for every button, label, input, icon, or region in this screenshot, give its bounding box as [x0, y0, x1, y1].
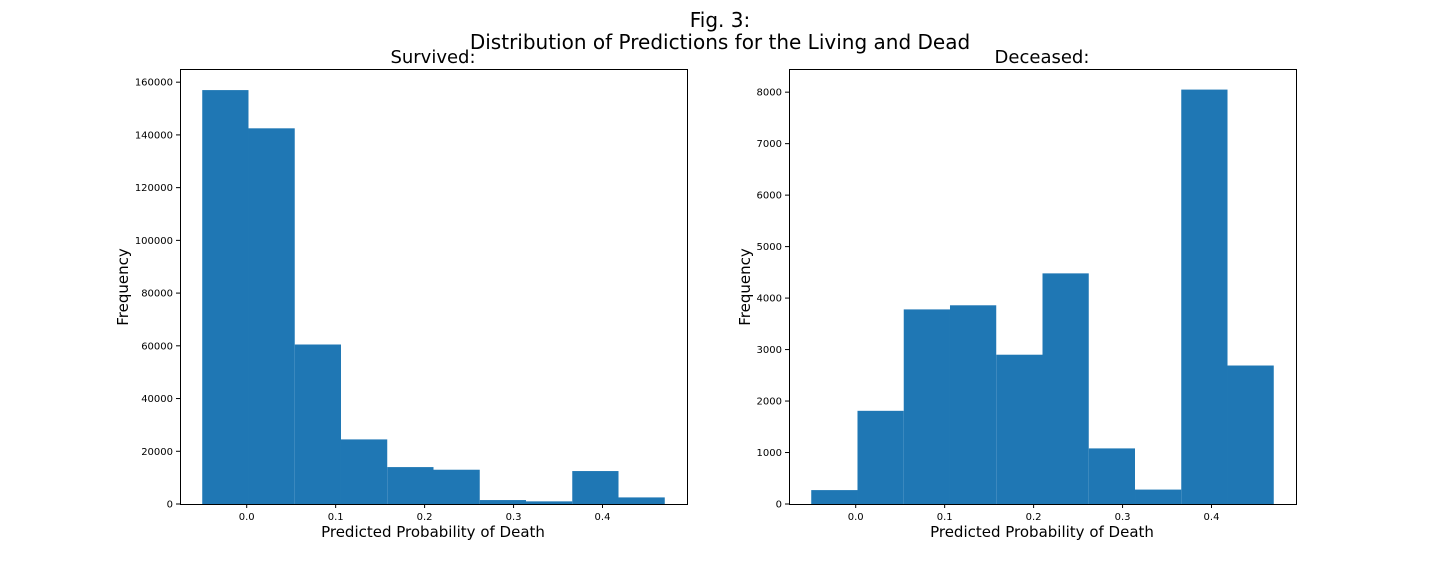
deceased-y-tick-label: 7000 — [757, 139, 782, 150]
survived-x-axis-label: Predicted Probability of Death — [321, 523, 545, 541]
survived-y-tick-label: 0 — [167, 500, 173, 511]
deceased-y-tick-label: 1000 — [757, 448, 782, 459]
survived-x-tick-label: 0.4 — [595, 512, 611, 523]
deceased-histogram-bar — [857, 410, 904, 504]
survived-histogram-bar — [618, 497, 665, 504]
survived-histogram-bar — [479, 500, 526, 504]
deceased-y-axis-label: Frequency — [736, 248, 754, 326]
survived-y-tick-label: 160000 — [135, 78, 173, 89]
deceased-histogram-bar — [1088, 448, 1135, 504]
survived-y-tick-label: 100000 — [135, 236, 173, 247]
survived-x-tick-label: 0.1 — [328, 512, 344, 523]
deceased-x-tick-label: 0.4 — [1204, 512, 1220, 523]
deceased-y-tick-label: 0 — [776, 500, 782, 511]
deceased-axes-frame — [789, 69, 1297, 505]
deceased-histogram-bar — [811, 490, 858, 504]
survived-axes-frame — [180, 69, 688, 505]
deceased-histogram-bar — [1227, 365, 1274, 504]
deceased-panel-title: Deceased: — [995, 47, 1090, 68]
survived-histogram-panel: Survived: Predicted Probability of Death… — [114, 47, 688, 541]
deceased-y-tick-label: 3000 — [757, 345, 782, 356]
survived-x-tick-label: 0.3 — [506, 512, 522, 523]
survived-y-tick-label: 60000 — [141, 341, 173, 352]
survived-y-tick-label: 40000 — [141, 394, 173, 405]
survived-histogram-bar — [248, 128, 295, 504]
survived-y-axis-label: Frequency — [114, 248, 132, 326]
survived-x-tick-label: 0.2 — [417, 512, 433, 523]
deceased-histogram-bar — [1181, 89, 1228, 504]
deceased-histogram-bar — [1042, 273, 1089, 504]
survived-x-tick-label: 0.0 — [239, 512, 255, 523]
survived-histogram-bar — [526, 501, 573, 504]
deceased-y-tick-label: 6000 — [757, 191, 782, 202]
deceased-x-tick-label: 0.1 — [937, 512, 953, 523]
survived-histogram-bar — [572, 471, 619, 504]
deceased-x-tick-label: 0.0 — [848, 512, 864, 523]
survived-histogram-bar — [294, 344, 341, 504]
figure-title-line1: Fig. 3: — [690, 8, 750, 32]
survived-y-tick-label: 120000 — [135, 183, 173, 194]
survived-panel-title: Survived: — [390, 47, 475, 68]
survived-histogram-bar — [202, 90, 249, 504]
deceased-y-tick-label: 2000 — [757, 397, 782, 408]
deceased-histogram-bar — [949, 305, 997, 504]
survived-y-tick-label: 140000 — [135, 130, 173, 141]
deceased-x-tick-label: 0.3 — [1115, 512, 1131, 523]
deceased-x-tick-label: 0.2 — [1026, 512, 1042, 523]
deceased-y-tick-label: 5000 — [757, 242, 782, 253]
deceased-histogram-bar — [903, 309, 950, 504]
deceased-histogram-panel: Deceased: Predicted Probability of Death… — [736, 47, 1297, 541]
survived-y-tick-label: 20000 — [141, 447, 173, 458]
figure-title-line2: Distribution of Predictions for the Livi… — [470, 30, 970, 54]
survived-histogram-bar — [387, 467, 434, 504]
deceased-y-tick-label: 4000 — [757, 294, 782, 305]
deceased-histogram-bar — [1135, 489, 1182, 504]
deceased-x-axis-label: Predicted Probability of Death — [930, 523, 1154, 541]
survived-histogram-bar — [340, 439, 388, 504]
deceased-y-tick-label: 8000 — [757, 88, 782, 99]
survived-y-tick-label: 80000 — [141, 289, 173, 300]
survived-histogram-bar — [433, 469, 480, 504]
deceased-histogram-bar — [996, 354, 1043, 504]
